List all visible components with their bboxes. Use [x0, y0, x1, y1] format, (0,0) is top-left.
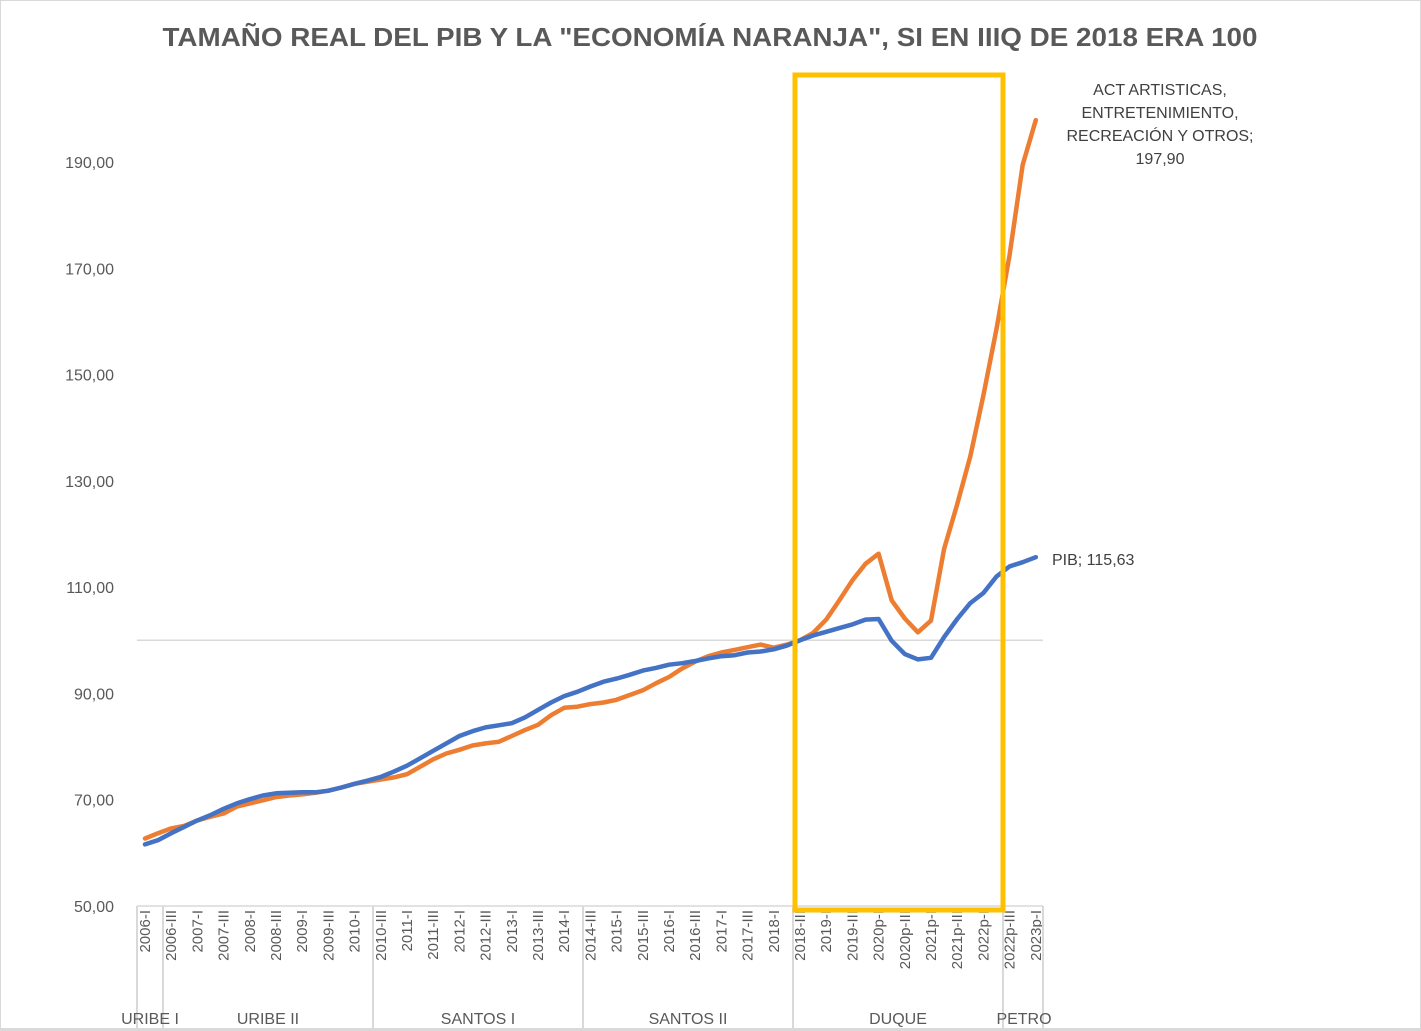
- x-tick-label: 2018-I: [766, 910, 783, 953]
- period-label: DUQUE: [869, 1011, 927, 1028]
- series-lines: [142, 117, 1039, 847]
- highlight-box: [792, 72, 1006, 913]
- period-label: URIBE I: [121, 1011, 179, 1028]
- x-tick-label: 2013-I: [504, 910, 521, 953]
- series-labels: PIB; 115,63 ACT ARTISTICAS, ENTRETENIMIE…: [1052, 82, 1254, 569]
- x-tick-label: 2018-III: [792, 910, 809, 961]
- x-tick-label: 2014-I: [556, 910, 573, 953]
- period-axis: URIBE I URIBE II SANTOS I SANTOS II DUQUE PET…: [0, 906, 1421, 1030]
- x-tick-label: 2012-I: [451, 910, 468, 953]
- y-tick-label: 110,00: [66, 580, 114, 597]
- act-artisticas-series-line: [142, 117, 1039, 841]
- y-axis: 50,00 70,00 90,00 110,00 130,00 150,00 170,00 1…: [65, 155, 1043, 916]
- orange-end-label-line-2: ENTRETENIMIENTO,: [1081, 105, 1238, 122]
- x-tick-label: 2015-III: [635, 910, 652, 961]
- x-axis: 2006-I 2006-III 2007-I 2007-III 2008-I 2008-I…: [137, 905, 1045, 969]
- x-tick-label: 2007-III: [216, 910, 233, 961]
- y-tick-label: 190,00: [65, 155, 114, 172]
- x-tick-label: 2006-III: [163, 910, 180, 961]
- x-tick-label: 2022p-III: [1002, 910, 1019, 969]
- x-tick-label: 2021p-I: [923, 910, 940, 961]
- orange-end-label-line-4: 197,90: [1136, 151, 1185, 168]
- period-label: SANTOS I: [441, 1011, 515, 1028]
- y-tick-label: 170,00: [65, 261, 114, 278]
- x-tick-label: 2010-III: [373, 910, 390, 961]
- x-tick-label: 2009-I: [294, 910, 311, 953]
- x-tick-label: 2017-I: [713, 910, 730, 953]
- x-tick-label: 2007-I: [189, 910, 206, 953]
- orange-end-label-line-3: RECREACIÓN Y OTROS;: [1067, 126, 1254, 145]
- y-tick-label: 90,00: [74, 686, 114, 703]
- chart-title: TAMAÑO REAL DEL PIB Y LA "ECONOMÍA NARAN…: [163, 22, 1258, 52]
- x-tick-label: 2023p-I: [1028, 910, 1045, 961]
- duque-highlight-rect: [792, 72, 1006, 913]
- x-tick-label: 2016-I: [661, 910, 678, 953]
- x-tick-label: 2008-III: [268, 910, 285, 961]
- x-tick-label: 2008-I: [242, 910, 259, 953]
- x-tick-label: 2020p-I: [871, 910, 888, 961]
- period-label: URIBE II: [237, 1011, 299, 1028]
- y-tick-label: 130,00: [65, 474, 114, 491]
- x-tick-label: 2017-III: [740, 910, 757, 961]
- x-tick-label: 2011-III: [425, 910, 442, 960]
- x-tick-label: 2012-III: [478, 910, 495, 961]
- x-tick-label: 2016-III: [687, 910, 704, 961]
- x-tick-label: 2019-III: [844, 910, 861, 961]
- x-tick-label: 2006-I: [137, 910, 154, 953]
- x-tick-label: 2019-I: [818, 910, 835, 953]
- orange-end-label-line-1: ACT ARTISTICAS,: [1093, 82, 1227, 99]
- x-tick-label: 2013-III: [530, 910, 547, 961]
- x-tick-label: 2015-I: [609, 910, 626, 953]
- x-tick-label: 2020p-III: [897, 910, 914, 969]
- period-label: SANTOS II: [649, 1011, 728, 1028]
- period-label: PETRO: [996, 1011, 1051, 1028]
- x-tick-label: 2021p-III: [949, 910, 966, 969]
- x-tick-label: 2014-III: [582, 910, 599, 961]
- x-tick-label: 2011-I: [399, 910, 416, 951]
- y-tick-label: 150,00: [65, 368, 114, 385]
- y-tick-label: 70,00: [74, 793, 114, 810]
- pib-end-label: PIB; 115,63: [1052, 552, 1135, 569]
- x-tick-label: 2022p-I: [975, 910, 992, 961]
- y-tick-label: 50,00: [74, 899, 114, 916]
- pib-series-line: [142, 554, 1039, 847]
- x-tick-label: 2009-III: [320, 910, 337, 961]
- x-tick-label: 2010-I: [347, 910, 364, 953]
